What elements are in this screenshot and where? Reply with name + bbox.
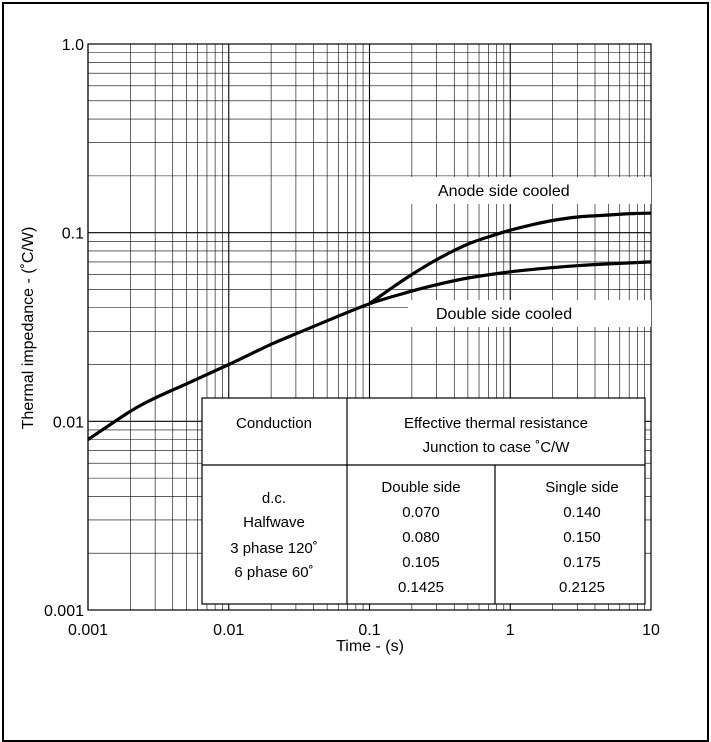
table-subheader-double: Double side xyxy=(381,479,460,496)
x-tick-label: 0.1 xyxy=(358,622,380,639)
table-border xyxy=(201,397,646,605)
curve-anode-side-cooled xyxy=(368,211,652,306)
table-double-3phase: 0.105 xyxy=(402,554,440,571)
table-double-dc: 0.070 xyxy=(402,504,440,521)
anode-label-bg xyxy=(408,177,651,204)
anode-side-cooled-label: Anode side cooled xyxy=(438,183,570,200)
table-cond-dc: d.c. xyxy=(262,490,286,507)
table-single-3phase: 0.175 xyxy=(563,554,601,571)
table-double-6phase: 0.1425 xyxy=(398,579,444,596)
resistance-table: Conduction Effective thermal resistance … xyxy=(201,397,646,605)
curve-double-side-cooled xyxy=(87,260,652,441)
table-subheader-single: Single side xyxy=(545,479,618,496)
table-header-junction: Junction to case ˚C/W xyxy=(423,439,571,456)
double-side-cooled-label: Double side cooled xyxy=(436,306,572,323)
table-cond-6phase: 6 phase 60˚ xyxy=(234,564,313,581)
y-tick-label: 0.001 xyxy=(44,603,84,620)
x-tick-label: 0.001 xyxy=(68,622,108,639)
table-header-effective: Effective thermal resistance xyxy=(404,415,588,432)
y-tick-label: 1.0 xyxy=(62,37,84,54)
table-cond-3phase: 3 phase 120˚ xyxy=(230,540,318,557)
x-tick-label: 1 xyxy=(506,622,515,639)
table-single-6phase: 0.2125 xyxy=(559,579,605,596)
table-cond-halfwave: Halfwave xyxy=(243,514,305,531)
table-header-conduction: Conduction xyxy=(236,415,312,432)
y-tick-label: 0.1 xyxy=(62,226,84,243)
x-tick-label: 0.01 xyxy=(213,622,244,639)
y-tick-labels: 0.001 0.01 0.1 1.0 xyxy=(44,37,84,620)
y-tick-label: 0.01 xyxy=(53,414,84,431)
table-single-dc: 0.140 xyxy=(563,504,601,521)
table-double-halfwave: 0.080 xyxy=(402,529,440,546)
curves xyxy=(87,211,652,441)
y-axis-label: Thermal impedance - (˚C/W) xyxy=(20,227,37,430)
x-axis-label: Time - (s) xyxy=(336,638,404,655)
x-tick-labels: 0.001 0.01 0.1 1 10 xyxy=(68,622,660,639)
x-tick-label: 10 xyxy=(642,622,660,639)
table-single-halfwave: 0.150 xyxy=(563,529,601,546)
double-label-bg xyxy=(408,300,651,327)
